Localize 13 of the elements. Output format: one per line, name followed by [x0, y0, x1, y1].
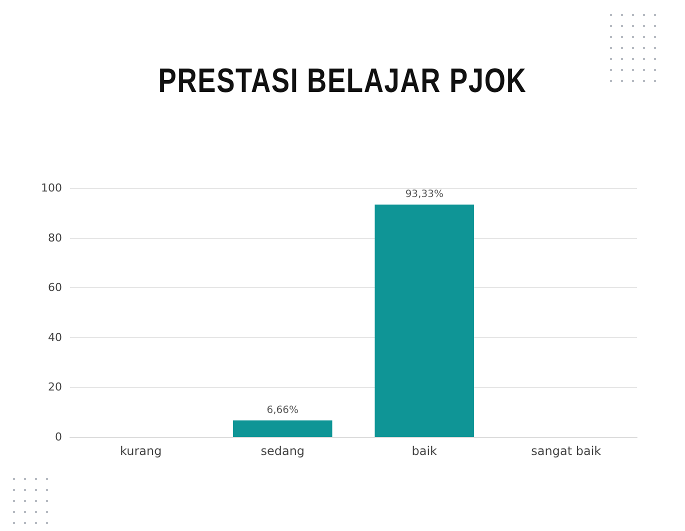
y-tick-label: 20	[48, 380, 62, 394]
data-label: 6,66%	[266, 404, 299, 416]
x-tick-label: baik	[412, 444, 438, 458]
y-tick-label: 80	[48, 231, 62, 244]
chart-title: PRESTASI BELAJAR PJOK	[157, 62, 528, 101]
y-tick-label: 100	[41, 182, 62, 194]
y-tick-label: 0	[55, 430, 62, 444]
x-tick-label: kurang	[120, 444, 162, 458]
data-label: 93,33%	[405, 189, 444, 200]
y-tick-label: 60	[48, 281, 62, 294]
y-tick-label: 40	[48, 330, 62, 344]
x-tick-label: sangat baik	[531, 444, 602, 458]
x-tick-label: sedang	[260, 444, 305, 458]
